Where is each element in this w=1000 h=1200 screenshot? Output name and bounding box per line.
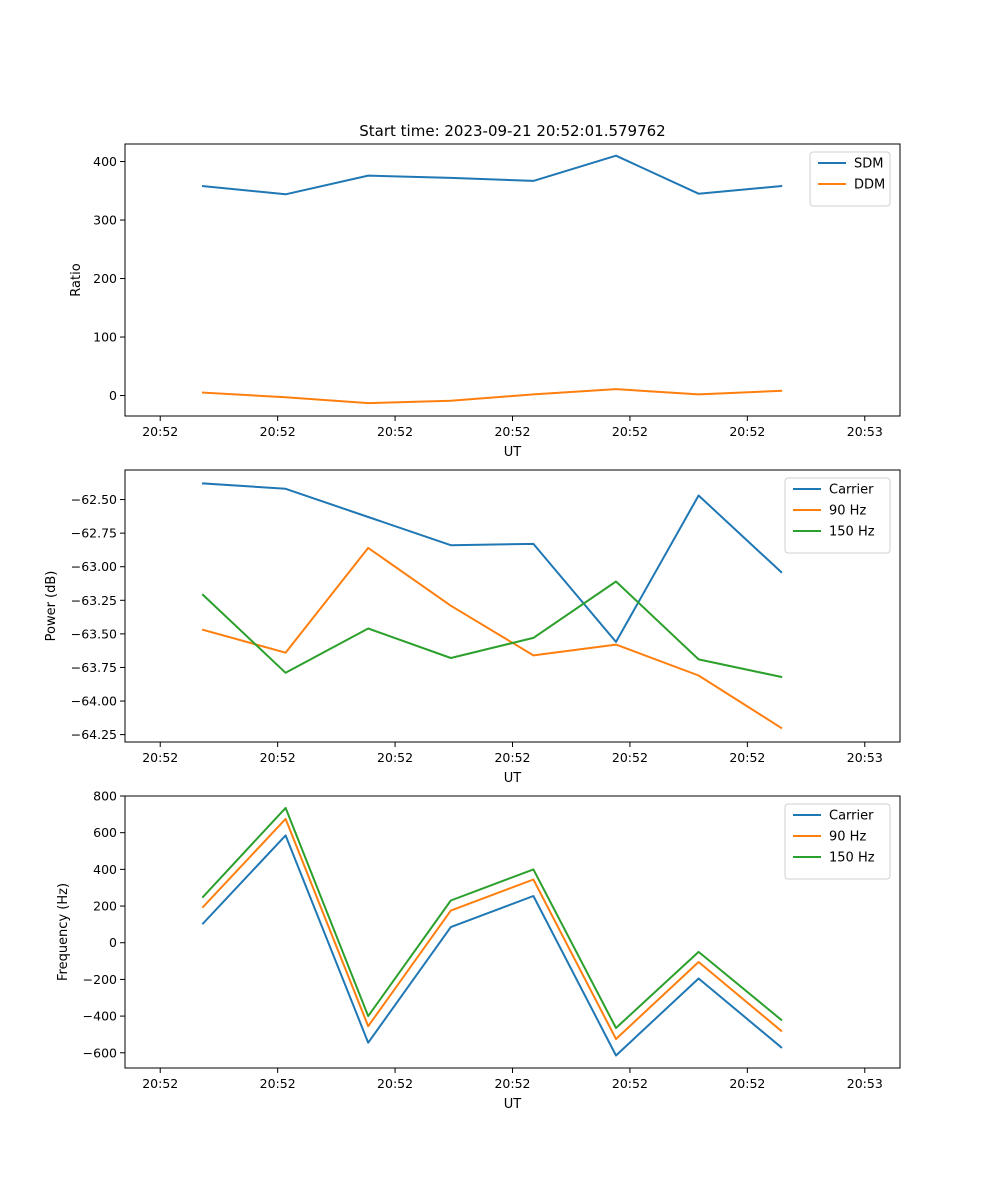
power-panel: −64.25 −64.00 −63.75 −63.50 −63.25 −63.00 −62.… — [44, 469, 901, 786]
frequency-x-tick-label: 20:52 — [377, 1076, 413, 1091]
power-legend-label: Carrier — [829, 483, 874, 498]
ratio-x-tick-label: 20:52 — [260, 424, 296, 439]
ratio-series-ddm — [201, 388, 783, 405]
frequency-x-tick-label: 20:52 — [612, 1076, 648, 1091]
power-y-tick-label: −62.50 — [71, 492, 117, 507]
frequency-y-tick-label: 600 — [93, 825, 117, 840]
frequency-x-axis-label: UT — [504, 1097, 522, 1112]
frequency-y-tick-label: 400 — [93, 862, 117, 877]
ratio-x-tick-label: 20:52 — [377, 424, 413, 439]
frequency-x-tick-label: 20:52 — [260, 1076, 296, 1091]
frequency-y-tick-label: 800 — [93, 789, 117, 804]
frequency-series-150-hz — [201, 806, 783, 1029]
power-x-tick-label: 20:52 — [260, 750, 296, 765]
ratio-y-tick-label: 0 — [109, 388, 117, 403]
power-y-tick-label: −64.00 — [71, 694, 117, 709]
frequency-y-axis-label: Frequency (Hz) — [56, 883, 71, 981]
frequency-y-tick-label: 200 — [93, 899, 117, 914]
power-x-tick-label: 20:52 — [612, 750, 648, 765]
power-x-tick-label: 20:52 — [494, 750, 530, 765]
ratio-y-tick-label: 400 — [93, 154, 117, 169]
frequency-series-carrier — [201, 834, 783, 1057]
power-y-tick-label: −63.75 — [71, 660, 117, 675]
ratio-y-axis-label: Ratio — [69, 263, 84, 296]
power-y-axis-label: Power (dB) — [44, 571, 59, 642]
frequency-legend-label: 150 Hz — [829, 851, 875, 866]
ratio-x-tick-label: 20:53 — [847, 424, 883, 439]
power-y-tick-label: −63.25 — [71, 593, 117, 608]
power-series-carrier — [201, 482, 783, 643]
ratio-panel: Start time: 2023-09-21 20:52:01.579762 0… — [69, 122, 901, 460]
power-series-150-hz — [201, 580, 783, 679]
frequency-y-tick-label: −400 — [83, 1009, 117, 1024]
frequency-x-tick-label: 20:52 — [142, 1076, 178, 1091]
ratio-x-tick-label: 20:52 — [612, 424, 648, 439]
power-x-tick-label: 20:52 — [142, 750, 178, 765]
power-x-tick-label: 20:53 — [847, 750, 883, 765]
frequency-legend-label: Carrier — [829, 809, 874, 824]
frequency-x-tick-label: 20:52 — [729, 1076, 765, 1091]
frequency-y-tick-label: −600 — [83, 1045, 117, 1060]
frequency-x-tick-label: 20:53 — [847, 1076, 883, 1091]
power-y-tick-label: −63.00 — [71, 559, 117, 574]
power-x-axis-label: UT — [504, 771, 522, 786]
ratio-y-tick-label: 100 — [93, 330, 117, 345]
power-x-tick-label: 20:52 — [377, 750, 413, 765]
power-x-tick-label: 20:52 — [729, 750, 765, 765]
ratio-x-tick-label: 20:52 — [494, 424, 530, 439]
power-series-90-hz — [201, 546, 783, 730]
ratio-legend — [809, 151, 891, 207]
ratio-x-tick-label: 20:52 — [729, 424, 765, 439]
power-legend-label: 150 Hz — [829, 525, 875, 540]
chart-title: Start time: 2023-09-21 20:52:01.579762 — [359, 122, 665, 140]
ratio-x-axis-label: UT — [504, 445, 522, 460]
power-y-tick-label: −64.25 — [71, 727, 117, 742]
frequency-legend — [784, 803, 891, 880]
frequency-x-tick-label: 20:52 — [494, 1076, 530, 1091]
ratio-legend-label: SDM — [854, 157, 883, 172]
ratio-series-sdm — [201, 154, 783, 196]
ratio-x-tick-label: 20:52 — [142, 424, 178, 439]
ratio-legend-label: DDM — [854, 178, 885, 193]
frequency-y-tick-label: −200 — [83, 972, 117, 987]
frequency-series-90-hz — [201, 817, 783, 1040]
power-legend — [784, 477, 891, 554]
frequency-y-tick-label: 0 — [109, 935, 117, 950]
power-y-tick-label: −63.50 — [71, 626, 117, 641]
ratio-y-tick-label: 300 — [93, 213, 117, 228]
frequency-legend-label: 90 Hz — [829, 830, 866, 845]
power-y-tick-label: −62.75 — [71, 526, 117, 541]
frequency-panel: −600 −400 −200 0 200 400 600 800 20:52 20:52 20:5… — [56, 789, 901, 1112]
power-legend-label: 90 Hz — [829, 504, 866, 519]
ratio-y-tick-label: 200 — [93, 271, 117, 286]
